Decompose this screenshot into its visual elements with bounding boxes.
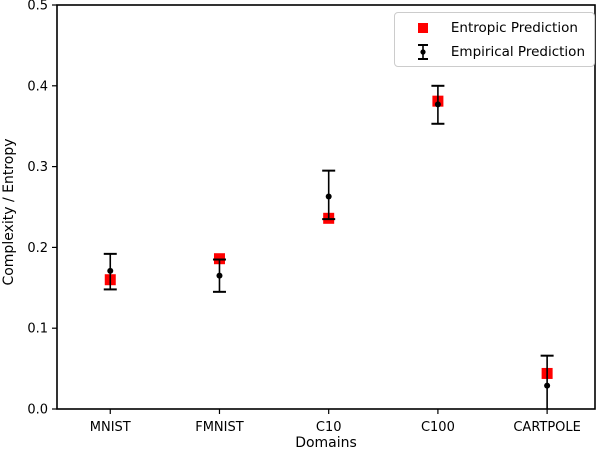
legend-item-empirical: Empirical Prediction — [395, 41, 585, 62]
x-tick-label: FMNIST — [195, 420, 244, 435]
entropic-swatch — [417, 22, 428, 33]
entropic-square-marker-svg — [417, 22, 428, 33]
data-point-empirical-MNIST — [107, 267, 114, 274]
x-axis-title: Domains — [295, 435, 357, 451]
empirical-errorbar-marker-icon — [395, 43, 451, 61]
legend-label-entropic: Entropic Prediction — [450, 19, 578, 36]
data-point-empirical-C10 — [325, 193, 332, 200]
y-tick-label: 0.2 — [27, 241, 48, 256]
y-tick-label: 0.5 — [27, 0, 48, 14]
x-tick-label: MNIST — [90, 420, 131, 435]
data-point-empirical-FMNIST — [216, 272, 223, 279]
legend-item-entropic: Entropic Prediction — [395, 17, 585, 38]
empirical-swatch — [417, 43, 428, 60]
legend-label-empirical: Empirical Prediction — [450, 43, 585, 60]
y-axis-title: Complexity / Entropy — [1, 138, 17, 286]
x-tick-label: C10 — [316, 420, 342, 435]
y-tick-label: 0.3 — [27, 160, 48, 175]
y-tick-label: 0.0 — [27, 403, 48, 418]
data-point-empirical-C100 — [434, 101, 441, 108]
x-tick-label: C100 — [421, 420, 455, 435]
y-tick-label: 0.4 — [27, 79, 48, 94]
x-tick-label: CARTPOLE — [513, 420, 581, 435]
empirical-errorbar-marker-svg — [417, 43, 428, 60]
entropic-square-marker-icon — [395, 22, 451, 34]
legend: Entropic Prediction Empirical Prediction — [393, 12, 595, 67]
y-tick-label: 0.1 — [27, 322, 48, 337]
plot-border — [56, 4, 596, 410]
data-point-empirical-CARTPOLE — [544, 382, 551, 389]
